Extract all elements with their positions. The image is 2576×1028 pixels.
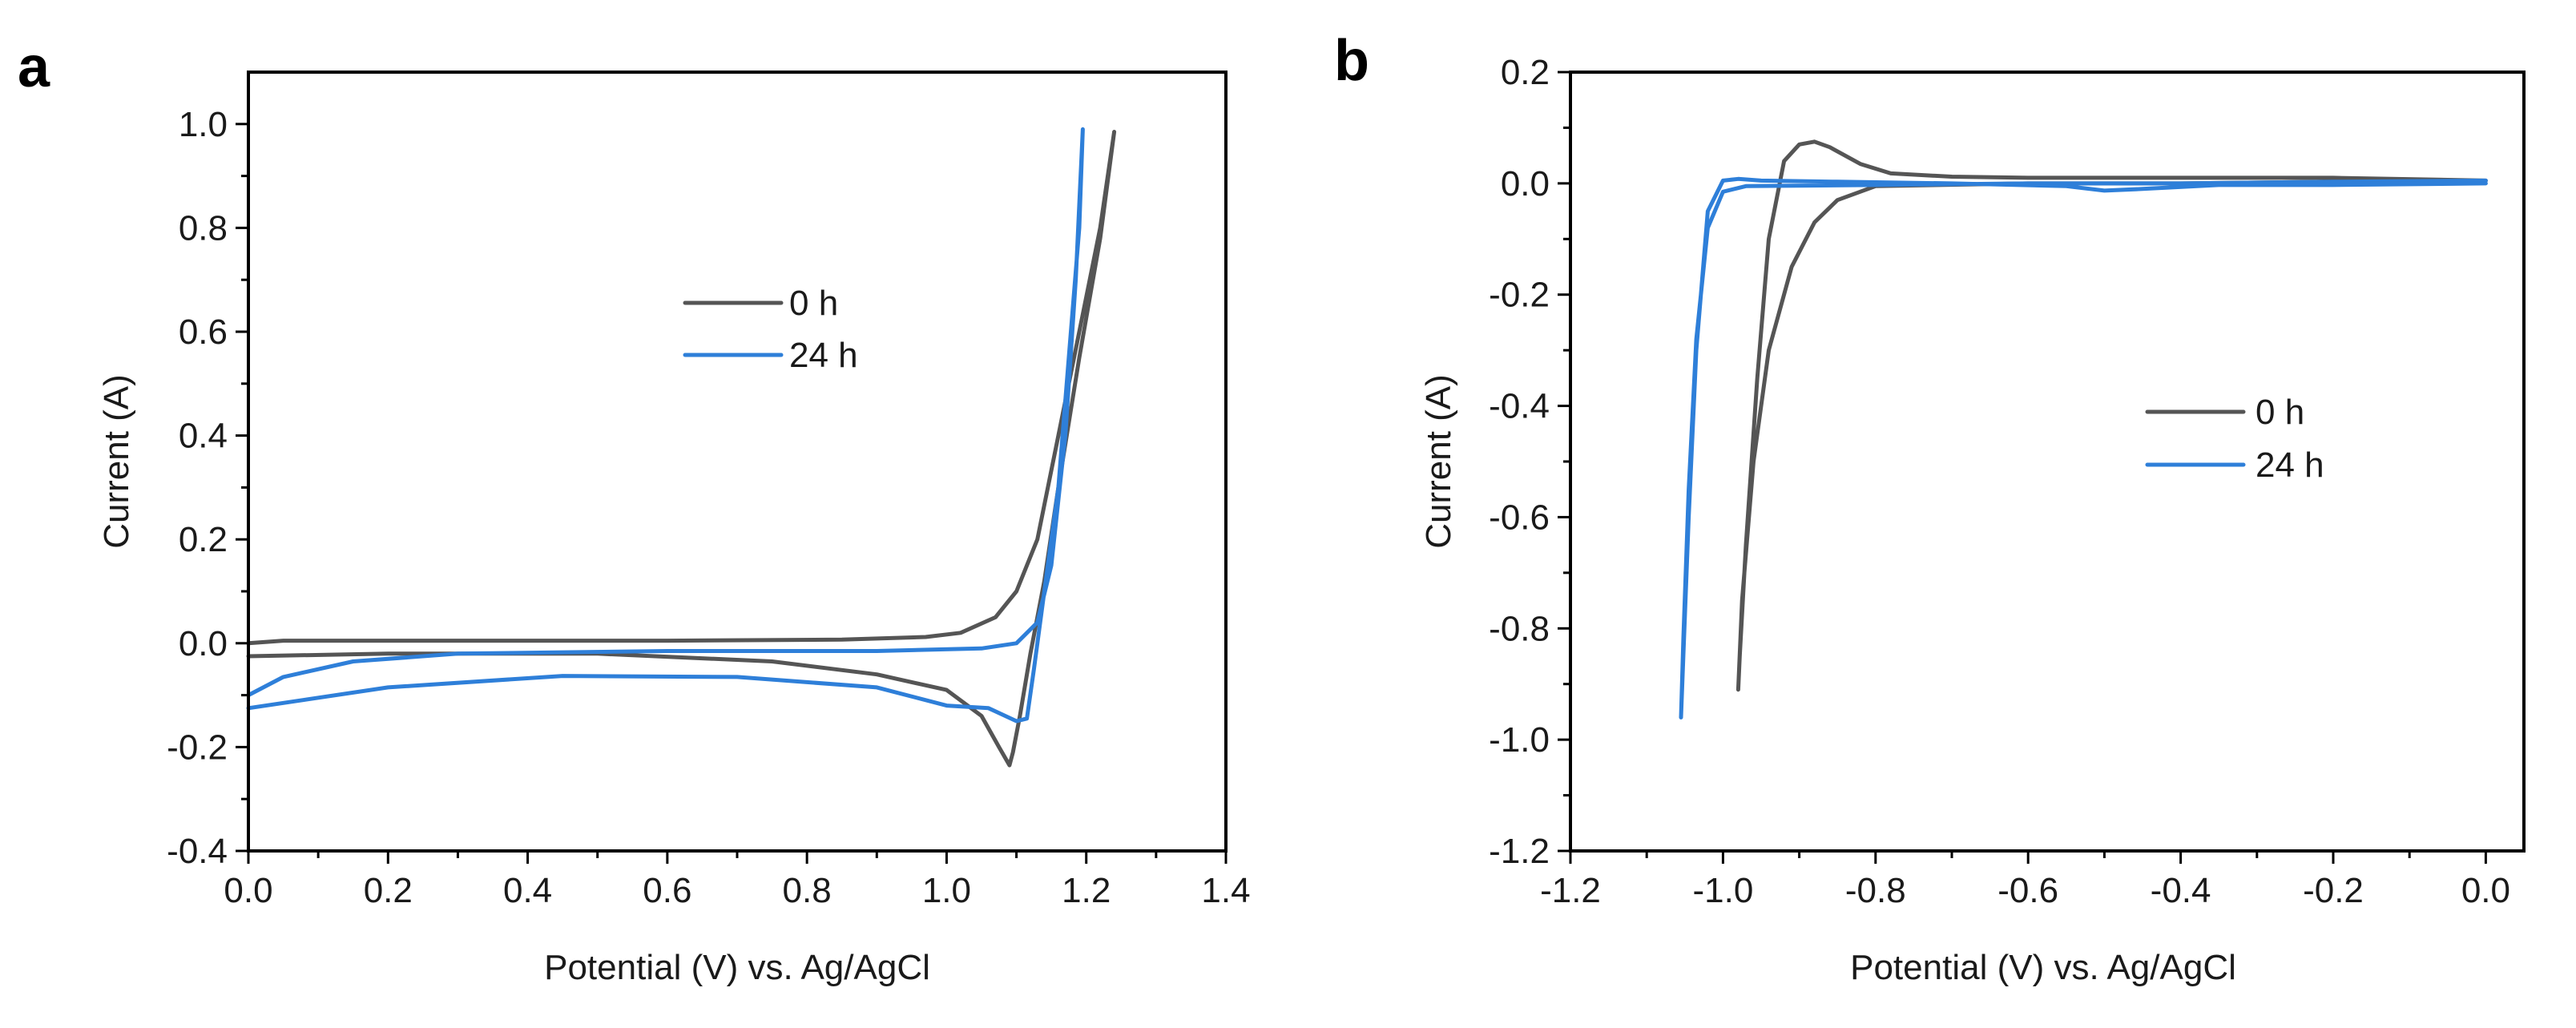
panel-a-letter: a: [18, 35, 50, 99]
panel-a-y-tick-label: 1.0: [179, 105, 228, 144]
panel-b-plot-frame: [1569, 71, 2526, 853]
panel-a-legend-label-24h: 24 h: [789, 336, 858, 375]
panel-a-x-tick-label: 1.2: [1062, 871, 1111, 910]
panel-b-y-tick-label: -0.8: [1489, 609, 1550, 648]
panel-b-y-tick-label: -0.2: [1489, 276, 1550, 315]
panel-a-x-tick-label: 0.6: [643, 871, 691, 910]
panel-b-x-tick-label: -1.2: [1540, 871, 1601, 910]
panel-b-letter: b: [1334, 29, 1369, 93]
panel-b-y-tick-label: 0.2: [1501, 53, 1550, 92]
panel-a-x-tick-label: 0.0: [224, 871, 272, 910]
panel-b-x-tick-label: -0.8: [1845, 871, 1906, 910]
panel-a-y-tick-label: -0.2: [167, 728, 228, 767]
panel-b-x-tick-label: -0.4: [2151, 871, 2211, 910]
panel-a-x-tick-label: 0.4: [503, 871, 552, 910]
panel-b: b -1.2 -1.0 -0.8 -0.6 -0.4 -0.2 0.0 -1.2 -1.0 -0…: [1334, 29, 2526, 987]
panel-b-legend-label-24h: 24 h: [2256, 445, 2324, 485]
panel-b-legend-label-0h: 0 h: [2256, 393, 2304, 432]
panel-b-series-0h: [1735, 139, 2488, 692]
panel-a-x-axis-label: Potential (V) vs. Ag/AgCl: [544, 948, 930, 987]
panel-a-series-0h: [246, 130, 1117, 768]
panel-b-y-ticks: -1.2 -1.0 -0.8 -0.6 -0.4 -0.2 0.0 0.2: [1489, 53, 1570, 871]
panel-a-y-tick-label: 0.8: [179, 208, 228, 248]
panel-b-x-axis-label: Potential (V) vs. Ag/AgCl: [1850, 948, 2236, 987]
panel-b-x-tick-label: -1.0: [1692, 871, 1753, 910]
panel-a-x-tick-label: 0.2: [364, 871, 413, 910]
panel-b-curves: [1679, 139, 2488, 720]
panel-a-y-tick-label: 0.4: [179, 417, 228, 456]
panel-a-legend-label-0h: 0 h: [789, 284, 838, 323]
panel-a-y-ticks: -0.4 -0.2 0.0 0.2 0.4 0.6 0.8 1.0: [167, 105, 248, 871]
panel-a-y-tick-label: 0.6: [179, 312, 228, 352]
panel-a-curves: [246, 127, 1117, 768]
panel-b-y-tick-label: -1.2: [1489, 832, 1550, 871]
panel-a-series-24h: [246, 127, 1085, 724]
panel-a: a 0.0 0.2 0.4 0.6 0.8 1.0 1.2 1.4 -0.4-0.20.00.…: [18, 35, 1251, 987]
panel-a-y-tick-label: 0.2: [179, 520, 228, 559]
panel-b-series-24h: [1679, 176, 2488, 720]
panel-a-x-ticks: 0.0 0.2 0.4 0.6 0.8 1.0 1.2 1.4: [224, 851, 1251, 910]
panel-b-x-tick-label: -0.2: [2303, 871, 2364, 910]
panel-a-x-tick-label: 1.4: [1201, 871, 1250, 910]
panel-b-x-tick-label: 0.0: [2461, 871, 2510, 910]
panel-b-y-tick-label: -1.0: [1489, 720, 1550, 760]
panel-b-y-tick-label: -0.4: [1489, 387, 1550, 426]
panel-b-legend: 0 h 24 h: [2145, 393, 2324, 485]
panel-a-y-axis-label: Current (A): [97, 374, 136, 549]
panel-a-y-tick-label: -0.4: [167, 832, 228, 871]
panel-a-y-tick-label: 0.0: [179, 624, 228, 663]
panel-b-y-tick-label: 0.0: [1501, 164, 1550, 204]
panel-b-y-tick-label: -0.6: [1489, 498, 1550, 537]
panel-a-x-tick-label: 1.0: [922, 871, 971, 910]
panel-b-x-tick-label: -0.6: [1998, 871, 2058, 910]
panel-a-x-tick-label: 0.8: [783, 871, 832, 910]
panel-a-legend: 0 h 24 h: [683, 284, 858, 375]
panel-b-x-ticks: -1.2 -1.0 -0.8 -0.6 -0.4 -0.2 0.0: [1540, 851, 2510, 910]
panel-b-y-axis-label: Current (A): [1419, 374, 1458, 549]
